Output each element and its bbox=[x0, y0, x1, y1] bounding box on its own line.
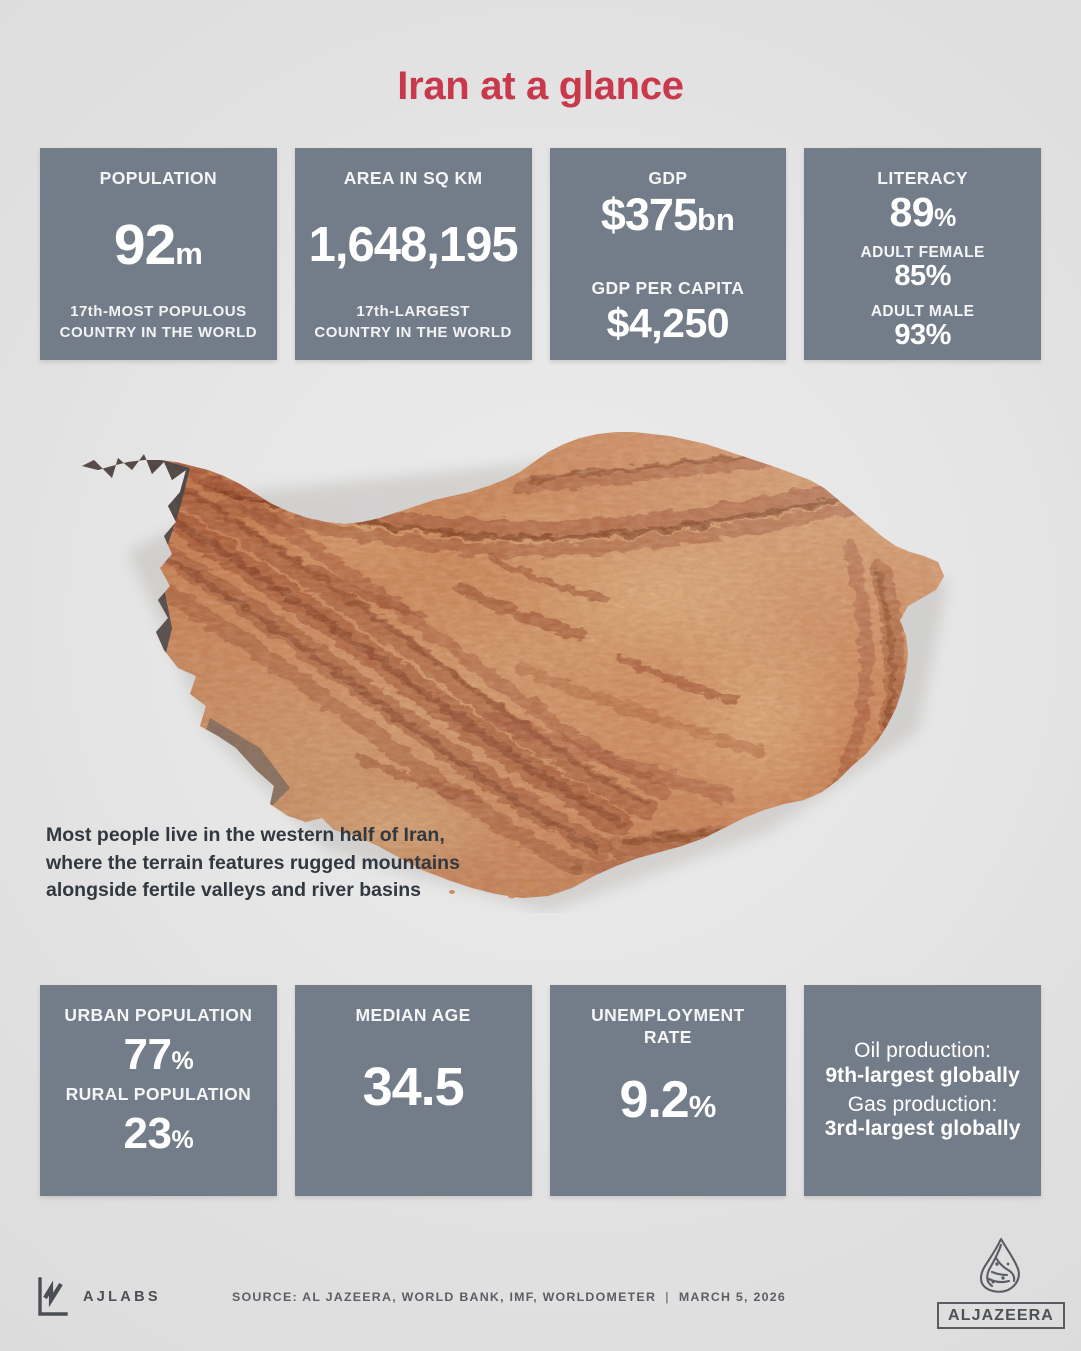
median-age-label: MEDIAN AGE bbox=[355, 1005, 471, 1025]
population-subline-2: COUNTRY IN THE WORLD bbox=[59, 324, 258, 342]
gdp-value: $375bn bbox=[601, 192, 735, 237]
gdp-number: $375 bbox=[600, 188, 698, 240]
urban-population-label: URBAN POPULATION bbox=[64, 1005, 253, 1025]
population-label: POPULATION bbox=[99, 168, 218, 188]
stat-card-literacy: LITERACY 89% ADULT FEMALE 85% ADULT MALE… bbox=[804, 148, 1041, 360]
gdp-per-capita-label: GDP PER CAPITA bbox=[591, 278, 745, 299]
urban-population-unit: % bbox=[171, 1046, 194, 1075]
gdp-per-capita-value: $4,250 bbox=[606, 300, 730, 346]
adult-female-value: 85% bbox=[894, 260, 951, 293]
source-divider: | bbox=[665, 1290, 670, 1304]
gdp-unit: bn bbox=[696, 201, 735, 237]
urban-population-number: 77 bbox=[123, 1029, 172, 1079]
rural-population-number: 23 bbox=[123, 1109, 172, 1158]
map-caption: Most people live in the western half of … bbox=[46, 824, 460, 902]
literacy-unit: % bbox=[934, 203, 956, 232]
aljazeera-calligraphy-icon bbox=[979, 1237, 1020, 1293]
page-title: Iran at a glance bbox=[397, 64, 684, 108]
stat-card-population: POPULATION 92m 17th-MOST POPULOUS COUNTR… bbox=[40, 148, 277, 360]
aljazeera-wordmark: ALJAZEERA bbox=[937, 1302, 1065, 1329]
rural-population-value: 23% bbox=[124, 1112, 194, 1156]
oil-production-label: Oil production: bbox=[854, 1038, 992, 1062]
area-label: AREA IN SQ KM bbox=[343, 168, 483, 188]
oil-production-value: 9th-largest globally bbox=[825, 1063, 1020, 1087]
stat-card-gdp: GDP $375bn GDP PER CAPITA $4,250 bbox=[549, 148, 787, 360]
terrain-relief-map-icon bbox=[82, 432, 948, 912]
population-value: 92m bbox=[114, 216, 203, 274]
area-subline-1: 17th-LARGEST bbox=[356, 302, 470, 320]
footer: AJLABS SOURCE: AL JAZEERA, WORLD BANK, I… bbox=[0, 1237, 1081, 1338]
unemployment-value: 9.2% bbox=[619, 1074, 716, 1126]
stat-card-unemployment: UNEMPLOYMENT RATE 9.2% bbox=[549, 985, 787, 1196]
gas-production-label: Gas production: bbox=[847, 1092, 998, 1116]
stat-card-median-age: MEDIAN AGE 34.5 bbox=[294, 985, 532, 1196]
adult-female-label: ADULT FEMALE bbox=[860, 244, 985, 262]
ajlabs-label: AJLABS bbox=[83, 1289, 161, 1305]
unemployment-label-line2: RATE bbox=[643, 1026, 692, 1047]
ajlabs-logo: AJLABS bbox=[36, 1276, 161, 1318]
population-subtext: 17th-MOST POPULOUS COUNTRY IN THE WORLD bbox=[60, 301, 258, 345]
source-text: SOURCE: AL JAZEERA, WORLD BANK, IMF, WOR… bbox=[232, 1290, 657, 1304]
population-unit: m bbox=[175, 235, 203, 271]
stat-card-oil-gas: Oil production: 9th-largest globally Gas… bbox=[804, 985, 1041, 1196]
unemployment-label-line1: UNEMPLOYMENT bbox=[591, 1005, 745, 1025]
area-subtext: 17th-LARGEST COUNTRY IN THE WORLD bbox=[314, 301, 512, 345]
adult-male-label: ADULT MALE bbox=[870, 302, 975, 320]
unemployment-number: 9.2 bbox=[619, 1071, 689, 1130]
gdp-label: GDP bbox=[648, 168, 688, 188]
bottom-stats-row: URBAN POPULATION 77% RURAL POPULATION 23… bbox=[40, 985, 1041, 1196]
adult-male-value: 93% bbox=[894, 319, 951, 351]
gas-production-value: 3rd-largest globally bbox=[824, 1117, 1021, 1141]
rural-population-label: RURAL POPULATION bbox=[65, 1084, 252, 1105]
literacy-number: 89 bbox=[889, 188, 935, 235]
literacy-value: 89% bbox=[889, 188, 956, 235]
top-stats-row: POPULATION 92m 17th-MOST POPULOUS COUNTR… bbox=[40, 148, 1041, 360]
area-subline-2: COUNTRY IN THE WORLD bbox=[314, 324, 512, 342]
literacy-label: LITERACY bbox=[877, 168, 968, 188]
population-subline-1: 17th-MOST POPULOUS bbox=[70, 302, 247, 320]
population-number: 92 bbox=[113, 212, 176, 277]
median-age-value: 34.5 bbox=[362, 1057, 465, 1118]
urban-population-value: 77% bbox=[123, 1029, 194, 1079]
aljazeera-logo: ALJAZEERA bbox=[937, 1236, 1065, 1340]
stat-card-urban-rural: URBAN POPULATION 77% RURAL POPULATION 23… bbox=[40, 985, 277, 1196]
rural-population-unit: % bbox=[171, 1126, 194, 1154]
area-value: 1,648,195 bbox=[308, 217, 519, 272]
iran-relief-map bbox=[60, 418, 1050, 913]
publish-date: MARCH 5, 2026 bbox=[678, 1290, 787, 1304]
source-line: SOURCE: AL JAZEERA, WORLD BANK, IMF, WOR… bbox=[232, 1290, 786, 1304]
stat-card-area: AREA IN SQ KM 1,648,195 17th-LARGEST COU… bbox=[294, 148, 532, 360]
ajlabs-chart-icon bbox=[38, 1277, 68, 1316]
unemployment-unit: % bbox=[688, 1089, 717, 1125]
